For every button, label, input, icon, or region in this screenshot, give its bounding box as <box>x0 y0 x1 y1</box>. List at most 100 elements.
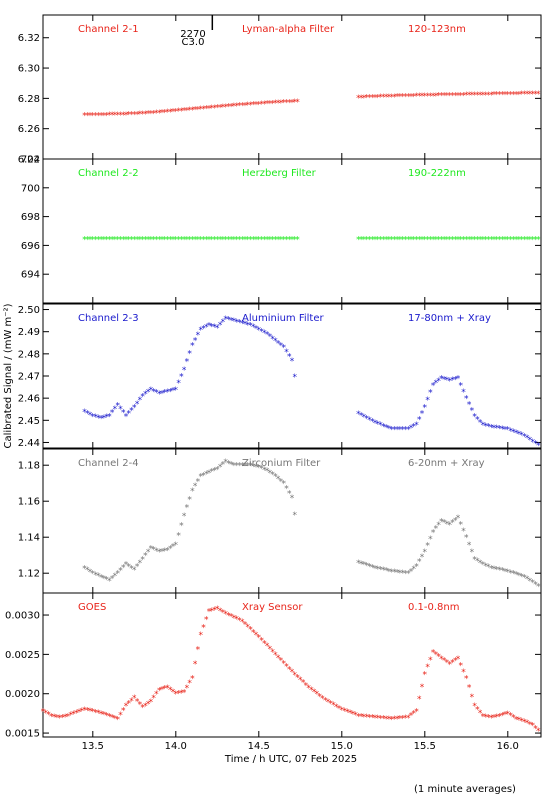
data-point: * <box>400 714 405 724</box>
data-point: * <box>174 235 179 245</box>
data-point: * <box>387 425 392 435</box>
data-point: * <box>478 418 483 428</box>
data-point: * <box>162 108 167 118</box>
data-point: * <box>168 544 173 554</box>
data-point: * <box>121 235 126 245</box>
data-point: * <box>423 671 428 681</box>
data-point: * <box>107 235 112 245</box>
data-point: * <box>251 235 256 245</box>
data-point: * <box>497 425 502 435</box>
data-point: * <box>143 390 148 400</box>
data-point: * <box>406 426 411 436</box>
data-point: * <box>453 91 458 101</box>
panel-1: 6.246.266.286.306.32********************… <box>18 14 542 166</box>
data-point: * <box>364 415 369 425</box>
data-point: * <box>503 236 508 246</box>
data-point: * <box>395 569 400 579</box>
data-point: * <box>470 548 475 558</box>
data-point: * <box>392 715 397 725</box>
data-point: * <box>453 657 458 667</box>
data-point: * <box>423 236 428 246</box>
data-point: * <box>481 91 486 101</box>
data-point: * <box>176 531 181 541</box>
data-point: * <box>196 235 201 245</box>
data-point: * <box>210 322 215 332</box>
data-point: * <box>226 459 231 469</box>
data-point: * <box>234 318 239 328</box>
data-point: * <box>431 649 436 659</box>
data-point: * <box>500 567 505 577</box>
data-point: * <box>481 561 486 571</box>
y-tick-label: 0.0020 <box>5 689 40 700</box>
data-point: * <box>187 235 192 245</box>
data-point: * <box>351 710 356 720</box>
data-point: * <box>229 102 234 112</box>
data-point: * <box>270 99 275 109</box>
data-point: * <box>124 235 129 245</box>
data-point: * <box>187 679 192 689</box>
data-point: * <box>439 92 444 102</box>
flare-marker-label-top: 2270 <box>180 29 205 40</box>
data-point: * <box>268 333 273 343</box>
data-point: * <box>389 236 394 246</box>
data-point: * <box>456 91 461 101</box>
data-point: * <box>387 93 392 103</box>
x-tick-label: 14.5 <box>248 741 270 752</box>
data-point: * <box>149 110 154 120</box>
data-point: * <box>533 440 538 450</box>
data-point: * <box>381 93 386 103</box>
data-point: * <box>41 708 46 718</box>
data-point: * <box>149 545 154 555</box>
data-point: * <box>221 460 226 470</box>
data-point: * <box>135 110 140 120</box>
data-point: * <box>85 409 90 419</box>
data-point: * <box>196 477 201 487</box>
data-point: * <box>517 572 522 582</box>
panel-label-3: 6-20nm + Xray <box>408 458 485 469</box>
data-point: * <box>472 236 477 246</box>
data-point: * <box>168 235 173 245</box>
data-point: * <box>234 615 239 625</box>
data-point: * <box>110 111 115 121</box>
data-point: * <box>135 562 140 572</box>
data-point: * <box>254 463 259 473</box>
data-point: * <box>370 236 375 246</box>
y-tick-label: 2.44 <box>18 438 40 449</box>
data-point: * <box>237 617 242 627</box>
data-point: * <box>251 101 256 111</box>
data-point: * <box>99 111 104 121</box>
y-tick-label: 700 <box>21 183 40 194</box>
flare-marker-label-bottom: C3.0 <box>182 37 205 48</box>
data-point: * <box>276 99 281 109</box>
data-point: * <box>198 235 203 245</box>
series-2: ****************************************… <box>356 514 541 592</box>
data-point: * <box>425 541 430 551</box>
data-point: * <box>204 470 209 480</box>
data-point: * <box>124 111 129 121</box>
data-point: * <box>356 712 361 722</box>
data-point: * <box>461 91 466 101</box>
data-point: * <box>135 697 140 707</box>
data-point: * <box>88 707 93 717</box>
data-point: * <box>204 105 209 115</box>
data-point: * <box>442 657 447 667</box>
series-1: ****************************************… <box>41 605 541 737</box>
data-point: * <box>212 323 217 333</box>
data-point: * <box>456 514 461 524</box>
data-point: * <box>107 412 112 422</box>
data-point: * <box>420 553 425 563</box>
panel-label-2: Xray Sensor <box>242 602 303 613</box>
data-point: * <box>517 716 522 726</box>
data-point: * <box>392 236 397 246</box>
data-point: * <box>165 388 170 398</box>
data-point: * <box>442 92 447 102</box>
data-point: * <box>237 319 242 329</box>
data-point: * <box>57 714 62 724</box>
series-1: ****************************************… <box>82 458 297 587</box>
data-point: * <box>519 572 524 582</box>
data-point: * <box>364 562 369 572</box>
data-point: * <box>265 100 270 110</box>
data-point: * <box>447 377 452 387</box>
data-point: * <box>497 236 502 246</box>
